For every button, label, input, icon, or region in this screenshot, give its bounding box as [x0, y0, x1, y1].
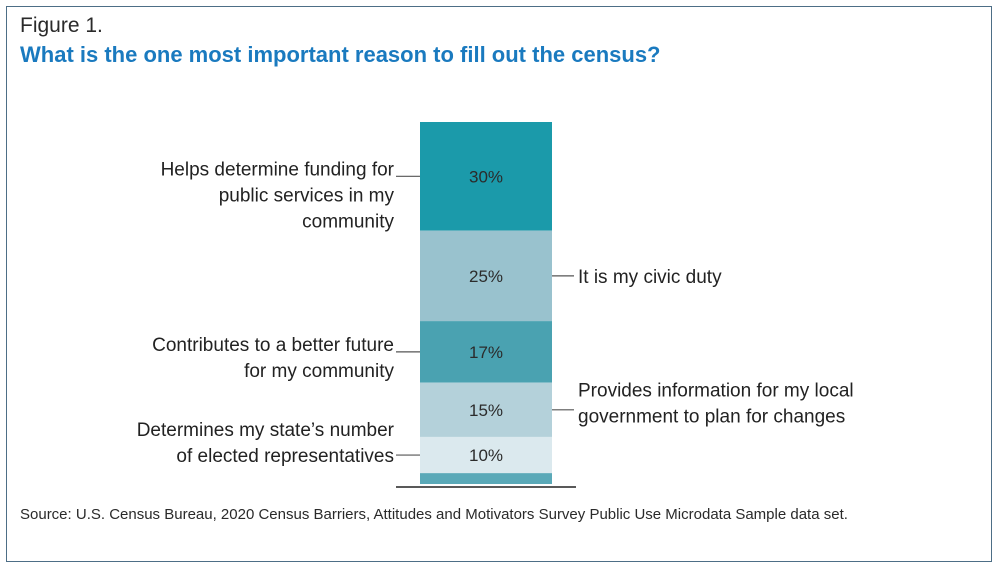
figure-label: Figure 1. — [20, 14, 103, 37]
value-label-3: 15% — [469, 401, 503, 420]
bar-segment-0 — [420, 122, 552, 231]
category-label-3-line-0: Provides information for my local — [578, 381, 854, 402]
bar-segment-3 — [420, 382, 552, 437]
bar-segment-1 — [420, 230, 552, 322]
category-label-2-line-0: Contributes to a better future — [152, 335, 394, 356]
category-label-0-line-2: community — [302, 211, 394, 232]
bar-segment-4 — [420, 436, 552, 474]
source-note: Source: U.S. Census Bureau, 2020 Census … — [20, 506, 848, 523]
bar-segment-2 — [420, 321, 552, 383]
category-label-0-line-1: public services in my — [219, 185, 395, 206]
category-label-4-line-1: of elected representatives — [176, 446, 394, 467]
category-label-2-line-1: for my community — [244, 361, 394, 382]
category-label-1-line-0: It is my civic duty — [578, 267, 722, 288]
value-label-2: 17% — [469, 343, 503, 362]
chart-title: What is the one most important reason to… — [20, 42, 661, 67]
category-label-3-line-1: government to plan for changes — [578, 407, 845, 428]
value-label-0: 30% — [469, 167, 503, 186]
value-label-1: 25% — [469, 267, 503, 286]
value-label-4: 10% — [469, 446, 503, 465]
category-label-4-line-0: Determines my state’s number — [137, 420, 395, 441]
category-label-0-line-0: Helps determine funding for — [161, 159, 395, 180]
bar-segment-5 — [420, 473, 552, 484]
